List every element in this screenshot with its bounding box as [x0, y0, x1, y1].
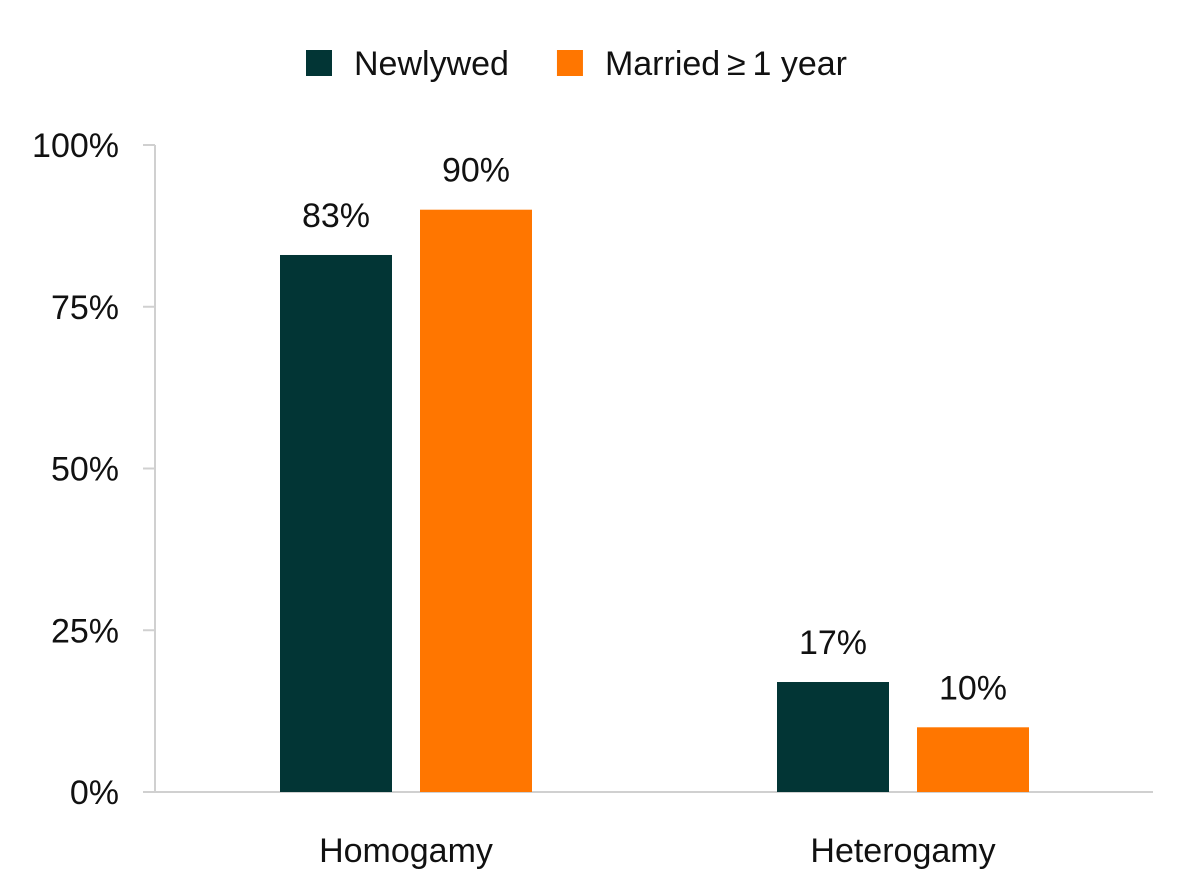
- data-label: 90%: [442, 152, 510, 190]
- x-axis: Homogamy Heterogamy: [155, 791, 1153, 870]
- bar: [420, 209, 532, 792]
- legend-label: Married ≥ 1 year: [605, 45, 847, 83]
- bar: [917, 727, 1029, 792]
- data-label: 17%: [799, 624, 867, 662]
- data-label: 83%: [302, 197, 370, 235]
- y-axis: 0% 25% 50% 75% 100%: [32, 127, 156, 812]
- y-tick-label: 100%: [32, 127, 119, 165]
- data-label: 10%: [939, 669, 1007, 707]
- x-category-label: Heterogamy: [810, 832, 995, 870]
- data-labels: 83% 17% 90% 10%: [302, 152, 1007, 708]
- legend-swatch: [556, 50, 583, 76]
- bar: [777, 682, 889, 792]
- legend-label: Newlywed: [354, 45, 509, 83]
- legend-swatch: [306, 50, 332, 76]
- bars: [280, 209, 1029, 793]
- y-tick-label: 75%: [51, 289, 119, 327]
- y-tick-label: 50%: [51, 451, 119, 489]
- bar: [280, 254, 392, 793]
- legend: Newlywed Married ≥ 1 year: [306, 45, 847, 83]
- y-tick-label: 0%: [70, 774, 119, 812]
- x-category-label: Homogamy: [319, 832, 493, 870]
- y-tick-label: 25%: [51, 612, 119, 650]
